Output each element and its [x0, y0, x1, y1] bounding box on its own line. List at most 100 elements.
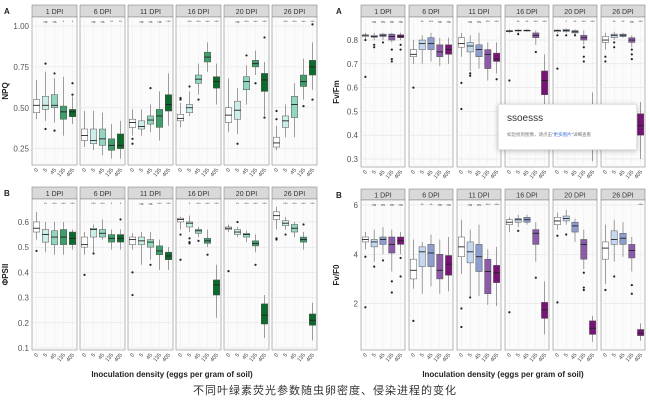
significance-label: *** — [542, 20, 547, 24]
significance-label: ns — [148, 20, 152, 24]
outlier-point — [613, 46, 616, 49]
box-5 — [186, 104, 193, 113]
outlier-point — [469, 74, 472, 77]
box-45 — [619, 233, 627, 245]
box-45 — [379, 236, 387, 245]
outlier-point — [131, 293, 134, 297]
significance-label: ns — [91, 20, 95, 24]
outlier-point — [275, 118, 278, 121]
x-tick-label: 135 — [153, 167, 164, 178]
y-tick-label: 0.5 — [18, 243, 30, 252]
outlier-point — [390, 57, 393, 61]
x-tick-label: 45 — [618, 169, 627, 178]
x-tick-label: 0 — [129, 167, 136, 173]
box-5 — [186, 221, 193, 228]
y-tick-label: 0.4 — [347, 131, 359, 140]
x-tick-label: 135 — [577, 169, 588, 180]
outlier-point — [311, 23, 314, 26]
x-axis-title: Inoculation density (eggs per gram of so… — [422, 370, 584, 379]
box-405 — [261, 303, 268, 325]
y-tick-label: 0.50 — [13, 104, 29, 113]
significance-label: *** — [292, 20, 297, 24]
significance-label: *** — [157, 202, 162, 206]
significance-label: *** — [196, 202, 201, 206]
box-0 — [177, 217, 184, 223]
outlier-point — [311, 98, 314, 101]
outlier-point — [399, 256, 402, 260]
box-45 — [51, 230, 58, 245]
box-5 — [282, 115, 289, 128]
panel-A-0: A NPQ 0.25 0.50 0.75 1.00 1 DPI 0 ns 5 ns 45 * 135 * 40… — [1, 4, 318, 178]
x-tick-label: 405 — [490, 352, 501, 363]
significance-label: ns — [372, 203, 376, 207]
box-405 — [165, 94, 172, 112]
outlier-point — [582, 271, 585, 274]
outlier-point — [495, 78, 498, 81]
significance-label: *** — [582, 20, 587, 24]
x-tick-label: 135 — [385, 169, 396, 180]
y-axis-title: Fv/F0 — [332, 264, 341, 285]
box-405 — [493, 265, 501, 283]
box-0 — [601, 36, 609, 43]
outlier-point — [149, 263, 152, 266]
outlier-point — [275, 109, 278, 113]
box-0 — [129, 236, 136, 245]
box-45 — [51, 94, 58, 109]
significance-label: *** — [61, 202, 66, 206]
x-tick-label: 405 — [634, 352, 645, 363]
significance-label: *** — [196, 20, 201, 24]
outlier-point — [556, 301, 559, 304]
x-tick-label: 45 — [193, 167, 202, 176]
significance-label: * — [72, 20, 74, 24]
significance-label: ns — [399, 203, 403, 207]
panel-letter: B — [4, 189, 10, 198]
significance-label: *** — [283, 202, 288, 206]
x-tick-label: 405 — [66, 167, 77, 178]
box-135 — [156, 109, 163, 128]
x-tick-label: 45 — [474, 169, 483, 178]
outlier-point — [630, 48, 633, 51]
x-tick-label: 5 — [138, 167, 145, 173]
y-tick-label: 0.7 — [347, 60, 359, 69]
box-45 — [427, 244, 435, 267]
x-tick-label: 405 — [162, 352, 173, 363]
box-0 — [457, 37, 465, 48]
outlier-point — [556, 234, 559, 237]
facet-label: 26 DPI — [284, 9, 305, 16]
box-5 — [90, 227, 97, 238]
outlier-point — [630, 57, 633, 61]
y-tick-label: 0.25 — [13, 145, 29, 154]
x-tick-label: 45 — [522, 169, 531, 178]
outlier-point — [179, 96, 182, 100]
x-tick-label: 5 — [515, 352, 522, 358]
box-0 — [177, 114, 184, 122]
significance-label: ** — [236, 202, 239, 206]
y-tick-label: 4 — [354, 250, 359, 259]
outlier-point — [44, 62, 47, 65]
outlier-point — [517, 229, 520, 232]
facet-label: 6 DPI — [422, 9, 440, 16]
tooltip-link[interactable]: 更多图片 — [553, 132, 572, 137]
significance-label: *** — [301, 202, 306, 206]
box-405 — [541, 70, 549, 95]
y-tick-label: 0.5 — [347, 107, 359, 116]
box-135 — [388, 33, 396, 41]
significance-label: ns — [235, 20, 239, 24]
outlier-point — [131, 271, 134, 274]
outlier-point — [83, 273, 86, 276]
x-tick-label: 5 — [138, 352, 145, 358]
significance-label: ns — [139, 20, 143, 24]
significance-label: ** — [421, 203, 424, 207]
significance-label: ns — [381, 20, 385, 24]
x-tick-label: 135 — [57, 167, 68, 178]
facet-label: 11 DPI — [140, 9, 161, 16]
x-tick-label: 0 — [506, 352, 513, 358]
outlier-point — [364, 255, 367, 258]
significance-label: *** — [253, 202, 258, 206]
image-search-tooltip[interactable]: ssoesss 如您找到图像，请点击“更多图片”详细查看 — [498, 104, 637, 150]
facet-label: 6 DPI — [94, 9, 112, 16]
outlier-point — [412, 319, 415, 322]
x-tick-label: 45 — [193, 352, 202, 361]
x-tick-label: 0 — [458, 352, 465, 358]
outlier-point — [364, 306, 367, 309]
